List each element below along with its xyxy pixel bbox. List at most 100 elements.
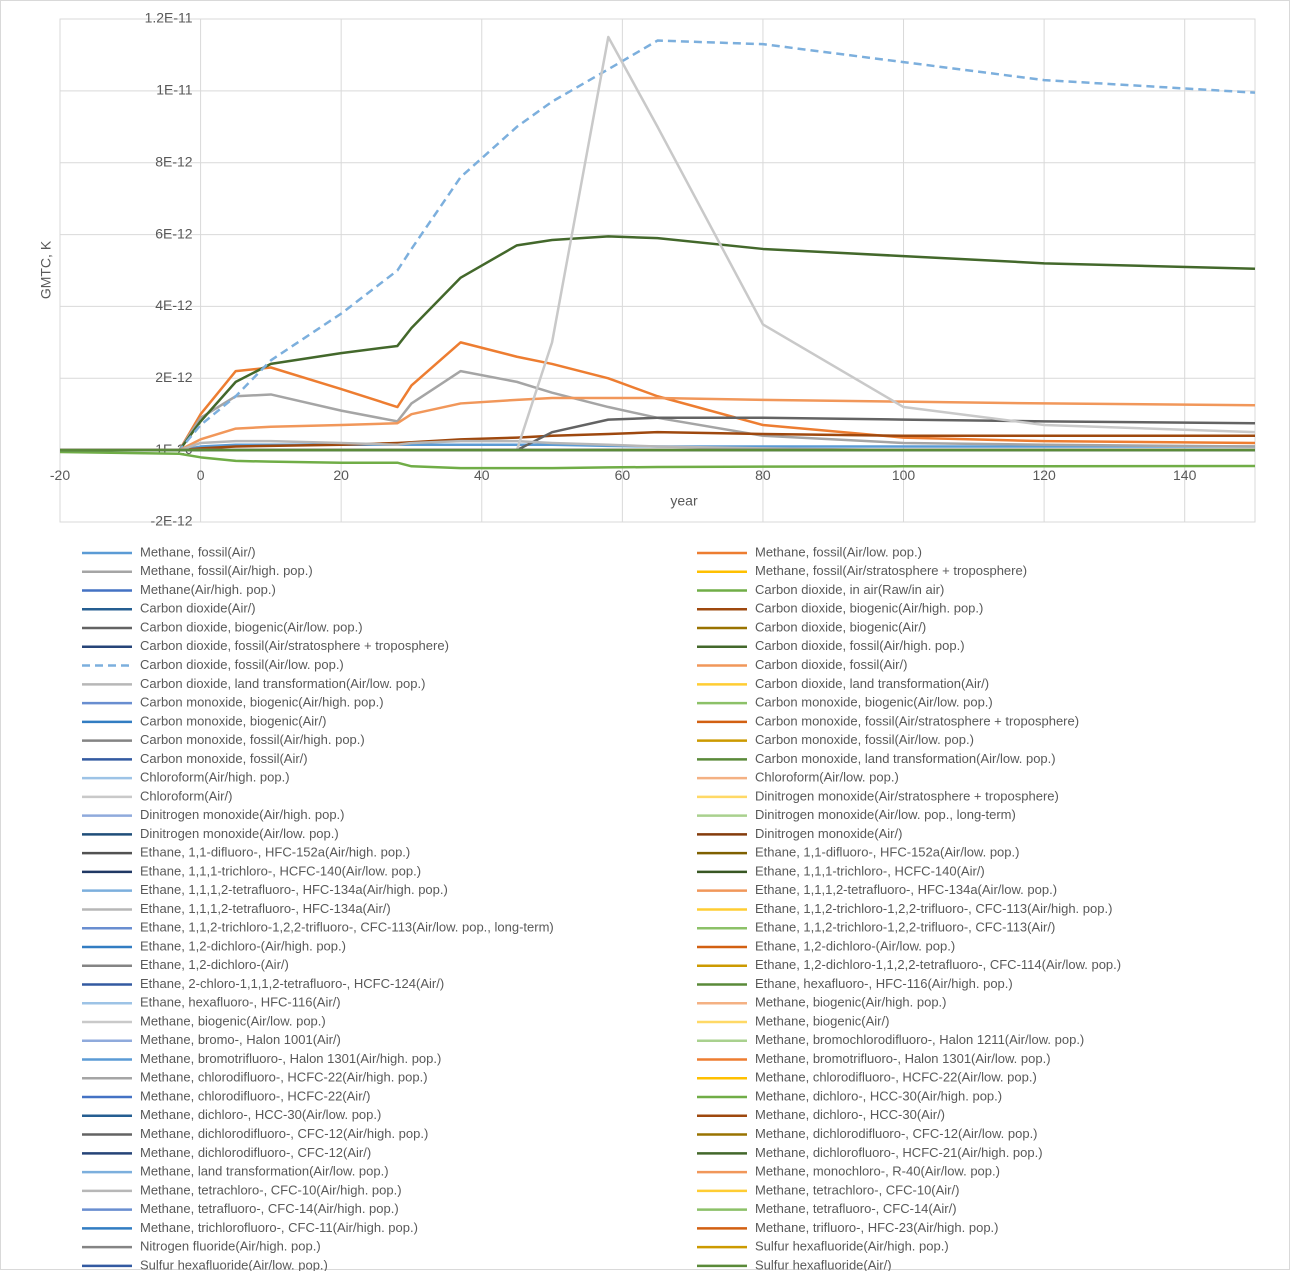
legend-label: Nitrogen fluoride(Air/high. pop.) (140, 1239, 321, 1254)
legend-label: Ethane, 1,1,2-trichloro-1,2,2-trifluoro-… (755, 901, 1112, 916)
legend-label: Methane, dichlorodifluoro-, CFC-12(Air/) (140, 1145, 371, 1160)
legend-label: Ethane, 1,2-dichloro-(Air/high. pop.) (140, 938, 346, 953)
legend-label: Ethane, 1,1,1-trichloro-, HCFC-140(Air/) (755, 863, 985, 878)
legend-label: Carbon monoxide, land transformation(Air… (755, 751, 1056, 766)
y-axis-label: GMTC, K (38, 240, 54, 299)
legend-label: Methane, fossil(Air/high. pop.) (140, 563, 313, 578)
legend-label: Methane, dichlorodifluoro-, CFC-12(Air/l… (755, 1126, 1038, 1141)
legend-label: Chloroform(Air/) (140, 788, 232, 803)
series-line (59, 450, 1256, 470)
legend-label: Carbon dioxide, land transformation(Air/… (755, 676, 989, 691)
legend-label: Methane, dichlorofluoro-, HCFC-21(Air/hi… (755, 1145, 1043, 1160)
x-tick-label: 20 (333, 467, 349, 483)
legend-label: Ethane, 1,1-difluoro-, HFC-152a(Air/high… (140, 845, 410, 860)
legend-label: Ethane, 1,1-difluoro-, HFC-152a(Air/low.… (755, 845, 1019, 860)
legend-label: Carbon monoxide, biogenic(Air/high. pop.… (140, 695, 384, 710)
series-line (60, 39, 1256, 452)
legend-label: Ethane, 2-chloro-1,1,1,2-tetrafluoro-, H… (140, 976, 444, 991)
legend-label: Methane, land transformation(Air/low. po… (140, 1164, 389, 1179)
y-tick-label: 2E-12 (155, 369, 193, 385)
legend-label: Methane(Air/high. pop.) (140, 582, 276, 597)
legend-label: Methane, trichlorofluoro-, CFC-11(Air/hi… (140, 1220, 418, 1235)
legend-label: Chloroform(Air/low. pop.) (755, 770, 899, 785)
legend-label: Carbon monoxide, fossil(Air/high. pop.) (140, 732, 365, 747)
legend-label: Methane, bromo-, Halon 1001(Air/) (140, 1032, 341, 1047)
legend-label: Ethane, 1,2-dichloro-(Air/low. pop.) (755, 938, 955, 953)
legend-label: Carbon dioxide, land transformation(Air/… (140, 676, 425, 691)
legend-label: Dinitrogen monoxide(Air/) (755, 826, 902, 841)
legend-label: Methane, dichlorodifluoro-, CFC-12(Air/h… (140, 1126, 428, 1141)
legend-label: Carbon dioxide, fossil(Air/stratosphere … (140, 638, 449, 653)
legend-label: Methane, fossil(Air/) (140, 544, 256, 559)
legend-label: Ethane, 1,1,1,2-tetrafluoro-, HFC-134a(A… (140, 882, 448, 897)
legend-label: Methane, biogenic(Air/) (755, 1013, 889, 1028)
x-axis-label: year (670, 493, 698, 509)
legend-label: Ethane, 1,1,1,2-tetrafluoro-, HFC-134a(A… (755, 882, 1057, 897)
legend-label: Methane, dichloro-, HCC-30(Air/high. pop… (755, 1088, 1002, 1103)
legend-label: Carbon dioxide, biogenic(Air/low. pop.) (140, 619, 363, 634)
legend-label: Carbon dioxide, fossil(Air/high. pop.) (755, 638, 965, 653)
legend-label: Methane, biogenic(Air/high. pop.) (755, 995, 947, 1010)
series-line (60, 369, 1256, 452)
legend-label: Carbon monoxide, fossil(Air/low. pop.) (755, 732, 974, 747)
legend-label: Methane, trifluoro-, HFC-23(Air/high. po… (755, 1220, 998, 1235)
legend-label: Carbon dioxide, fossil(Air/low. pop.) (140, 657, 344, 672)
legend-label: Ethane, 1,2-dichloro-(Air/) (140, 957, 289, 972)
x-tick-label: 120 (1032, 467, 1056, 483)
legend-label: Methane, chlorodifluoro-, HCFC-22(Air/) (140, 1088, 370, 1103)
y-tick-label: 6E-12 (155, 225, 193, 241)
legend-label: Sulfur hexafluoride(Air/) (755, 1257, 892, 1271)
legend-label: Methane, tetrafluoro-, CFC-14(Air/high. … (140, 1201, 399, 1216)
x-tick-label: 0 (197, 467, 205, 483)
x-tick-label: 100 (892, 467, 916, 483)
legend-label: Carbon monoxide, biogenic(Air/) (140, 713, 326, 728)
legend-label: Methane, chlorodifluoro-, HCFC-22(Air/lo… (755, 1070, 1037, 1085)
legend-label: Dinitrogen monoxide(Air/low. pop.) (140, 826, 339, 841)
series-line (60, 341, 1256, 452)
legend-label: Dinitrogen monoxide(Air/low. pop., long-… (755, 807, 1016, 822)
legend-label: Methane, bromochlorodifluoro-, Halon 121… (755, 1032, 1084, 1047)
legend-label: Methane, monochloro-, R-40(Air/low. pop.… (755, 1164, 1000, 1179)
y-tick-label: 8E-12 (155, 153, 193, 169)
y-tick-label: -2E-12 (151, 513, 193, 529)
legend-label: Methane, tetrachloro-, CFC-10(Air/) (755, 1182, 959, 1197)
x-tick-label: 80 (755, 467, 771, 483)
series-line (60, 396, 1256, 452)
series-line (60, 235, 1256, 452)
series-line (60, 430, 1255, 452)
series-line (60, 443, 1255, 452)
legend-label: Methane, bromotrifluoro-, Halon 1301(Air… (140, 1051, 441, 1066)
x-tick-label: -20 (50, 467, 70, 483)
y-tick-label: 4E-12 (155, 297, 193, 313)
legend-label: Dinitrogen monoxide(Air/high. pop.) (140, 807, 345, 822)
legend-label: Ethane, hexafluoro-, HFC-116(Air/high. p… (755, 976, 1013, 991)
legend-label: Ethane, 1,2-dichloro-1,1,2,2-tetrafluoro… (755, 957, 1121, 972)
legend-label: Carbon dioxide, biogenic(Air/high. pop.) (755, 601, 983, 616)
legend-label: Carbon monoxide, fossil(Air/) (140, 751, 308, 766)
legend-label: Methane, tetrachloro-, CFC-10(Air/high. … (140, 1182, 402, 1197)
legend-label: Ethane, hexafluoro-, HFC-116(Air/) (140, 995, 341, 1010)
x-tick-label: 140 (1173, 467, 1197, 483)
x-tick-label: 40 (474, 467, 490, 483)
legend-label: Ethane, 1,1,1,2-tetrafluoro-, HFC-134a(A… (140, 901, 391, 916)
legend-label: Carbon dioxide, in air(Raw/in air) (755, 582, 944, 597)
legend-label: Carbon monoxide, fossil(Air/stratosphere… (755, 713, 1079, 728)
legend-label: Ethane, 1,1,1-trichloro-, HCFC-140(Air/l… (140, 863, 421, 878)
legend-label: Carbon dioxide, biogenic(Air/) (755, 619, 926, 634)
legend-label: Ethane, 1,1,2-trichloro-1,2,2-trifluoro-… (755, 920, 1055, 935)
y-tick-label: 1E-11 (156, 82, 193, 98)
y-tick-label: 1.2E-11 (145, 10, 193, 26)
legend-label: Methane, tetrafluoro-, CFC-14(Air/) (755, 1201, 957, 1216)
legend-label: Carbon monoxide, biogenic(Air/low. pop.) (755, 695, 993, 710)
legend-label: Methane, fossil(Air/low. pop.) (755, 544, 922, 559)
legend-label: Methane, dichloro-, HCC-30(Air/low. pop.… (140, 1107, 381, 1122)
legend-label: Methane, dichloro-, HCC-30(Air/) (755, 1107, 945, 1122)
legend-label: Chloroform(Air/high. pop.) (140, 770, 290, 785)
legend-label: Dinitrogen monoxide(Air/stratosphere + t… (755, 788, 1059, 803)
x-tick-label: 60 (615, 467, 631, 483)
legend-label: Ethane, 1,1,2-trichloro-1,2,2-trifluoro-… (140, 920, 554, 935)
legend-label: Methane, fossil(Air/stratosphere + tropo… (755, 563, 1027, 578)
legend-label: Methane, chlorodifluoro-, HCFC-22(Air/hi… (140, 1070, 428, 1085)
